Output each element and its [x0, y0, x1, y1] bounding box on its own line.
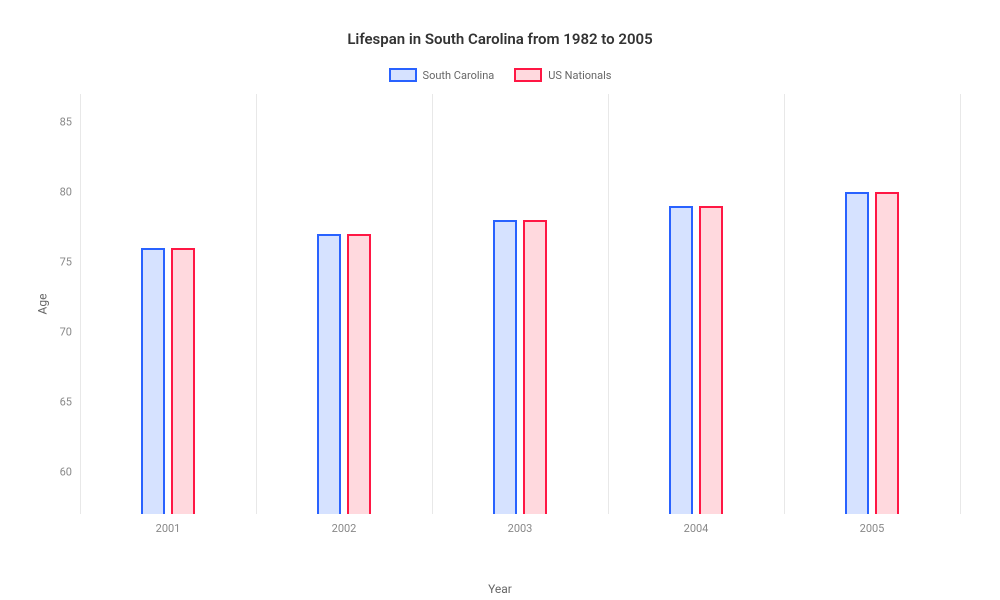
x-axis-label: Year: [20, 582, 980, 596]
chart-title: Lifespan in South Carolina from 1982 to …: [20, 30, 980, 48]
bar-group: [141, 248, 195, 514]
y-tick: 85: [60, 116, 72, 129]
legend-swatch-us-nationals: [514, 68, 542, 82]
plot-area: Age 606570758085: [80, 94, 960, 514]
y-tick: 70: [60, 326, 72, 339]
legend-item-us-nationals[interactable]: US Nationals: [514, 68, 611, 82]
bar[interactable]: [523, 220, 547, 514]
y-tick: 65: [60, 396, 72, 409]
bar[interactable]: [845, 192, 869, 514]
bar-group: [493, 220, 547, 514]
legend: South Carolina US Nationals: [20, 68, 980, 82]
bar[interactable]: [875, 192, 899, 514]
bar-group: [317, 234, 371, 514]
bar[interactable]: [171, 248, 195, 514]
x-tick: 2004: [684, 522, 709, 535]
chart-container: Lifespan in South Carolina from 1982 to …: [0, 0, 1000, 600]
legend-label-south-carolina: South Carolina: [423, 69, 495, 82]
y-axis: 60 65 70 75 80 85: [40, 94, 80, 514]
x-axis: 2001 2002 2003 2004 2005: [80, 514, 960, 554]
legend-item-south-carolina[interactable]: South Carolina: [389, 68, 495, 82]
grid-line: [960, 94, 961, 514]
y-tick: 60: [60, 466, 72, 479]
x-tick: 2003: [508, 522, 533, 535]
bar[interactable]: [699, 206, 723, 514]
bar[interactable]: [317, 234, 341, 514]
bar[interactable]: [141, 248, 165, 514]
y-tick: 80: [60, 186, 72, 199]
bar[interactable]: [493, 220, 517, 514]
x-tick: 2002: [332, 522, 357, 535]
bars-layer: [80, 94, 960, 514]
legend-swatch-south-carolina: [389, 68, 417, 82]
bar-group: [669, 206, 723, 514]
y-tick: 75: [60, 256, 72, 269]
x-tick: 2001: [156, 522, 181, 535]
bar[interactable]: [347, 234, 371, 514]
bar[interactable]: [669, 206, 693, 514]
bar-group: [845, 192, 899, 514]
legend-label-us-nationals: US Nationals: [548, 69, 611, 82]
x-tick: 2005: [860, 522, 885, 535]
